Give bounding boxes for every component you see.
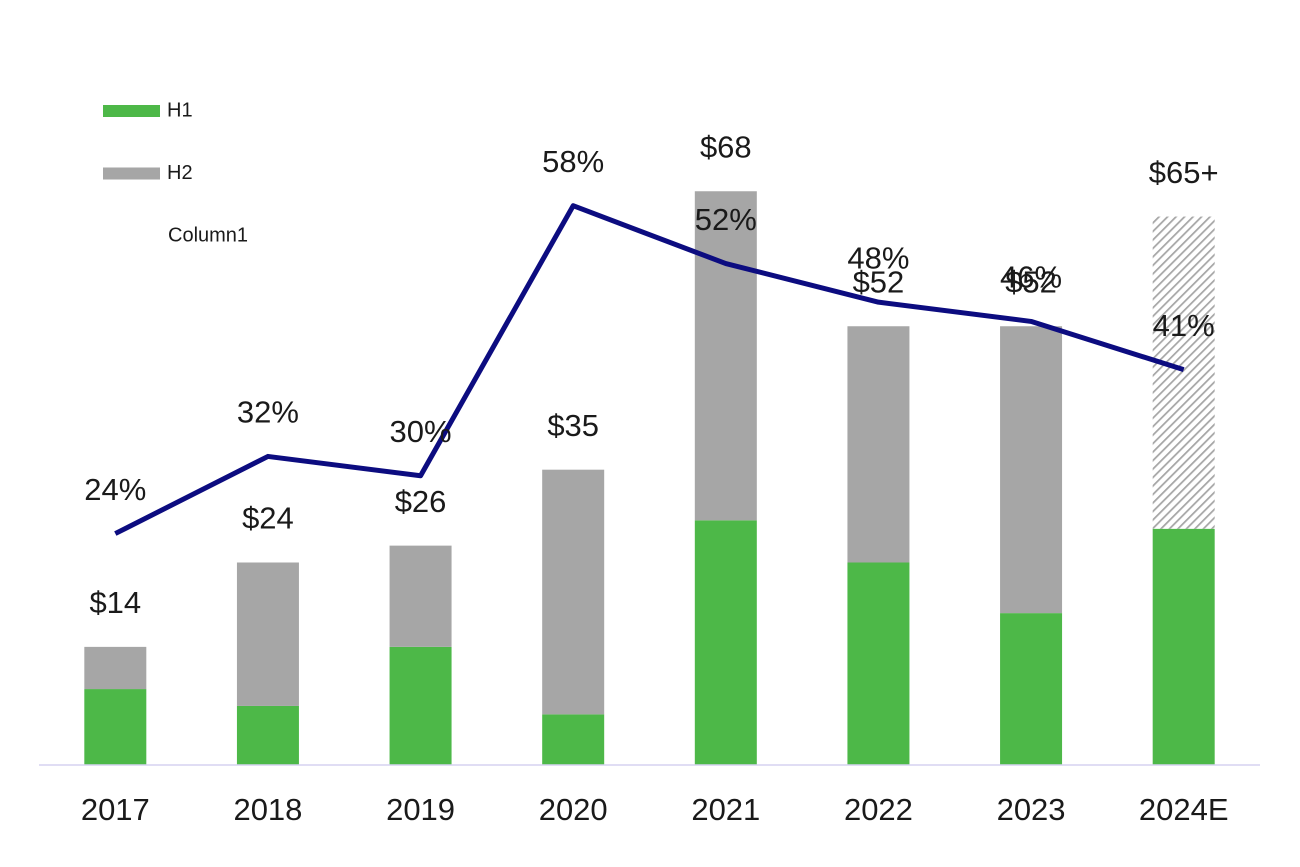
bar-segment [847,562,910,765]
line-label: 24% [84,472,146,507]
bar-segment [694,191,757,521]
bar-segment [847,326,910,563]
x-tick-label: 2018 [233,792,302,827]
line-label: 41% [1153,308,1215,343]
line-label: 52% [695,202,757,237]
bar-segment [1000,613,1063,765]
x-tick-label: 2019 [386,792,455,827]
legend-label: Column1 [168,224,248,246]
bar-segment [1000,326,1063,614]
line-label: 58% [542,144,604,179]
total-label: $24 [242,501,294,536]
total-label: $65+ [1149,155,1219,190]
legend-swatch [103,167,160,180]
total-label: $68 [700,129,752,164]
bar-segment [236,562,299,706]
line-label: 32% [237,395,299,430]
line-label: 48% [847,240,909,275]
total-label: $52 [1005,264,1057,299]
total-label: $26 [395,484,447,519]
line-label: 30% [390,414,452,449]
total-label: $52 [853,264,905,299]
bar-segment [542,469,605,715]
legend-swatch [103,105,160,117]
x-tick-label: 2022 [844,792,913,827]
bar-segment [84,689,147,765]
total-label: $14 [89,585,141,620]
x-tick-label: 2024E [1139,792,1229,827]
bar-segment [389,646,452,765]
legend-label: H2 [167,162,193,184]
x-tick-label: 2020 [539,792,608,827]
bar-segment [1152,528,1215,765]
line-series [114,203,1185,536]
bar-segment [1152,216,1215,529]
bar-segment [694,520,757,765]
bar-segment [389,545,452,647]
x-tick-label: 2021 [691,792,760,827]
bar-segment [84,646,147,690]
legend-label: H1 [167,99,193,121]
bar-segment [236,705,299,765]
x-tick-label: 2023 [997,792,1066,827]
x-tick-label: 2017 [81,792,150,827]
line-label: 46% [1000,260,1062,295]
total-label: $35 [547,408,599,443]
bar-segment [542,714,605,765]
